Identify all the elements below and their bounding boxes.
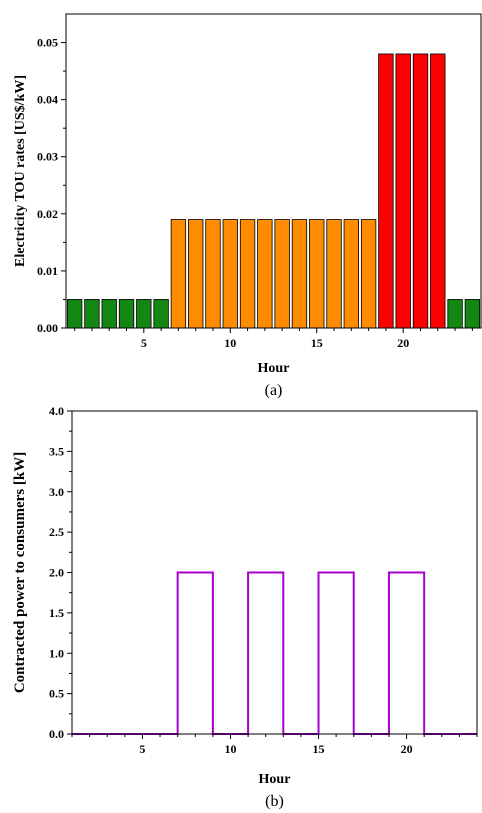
y-tick-label: 0.02 (37, 207, 58, 221)
bar-hour-17 (343, 219, 359, 329)
x-tick-label: 15 (313, 742, 325, 756)
tou-bars (66, 53, 481, 329)
bar-hour-9 (205, 219, 221, 329)
tou-plot-frame (65, 13, 482, 329)
bar-hour-24 (464, 299, 481, 329)
x-tick-label: 5 (141, 336, 147, 350)
tou-y-ticks: 0.00 0.01 0.02 0.03 0.04 0.05 (37, 36, 66, 335)
y-tick-label: 0.00 (37, 321, 58, 335)
x-tick-label: 10 (224, 742, 236, 756)
tou-x-ticks: 5 10 15 20 (74, 328, 473, 350)
x-tick-label: 15 (311, 336, 323, 350)
y-tick-label: 1.5 (49, 606, 64, 620)
y-tick-label: 0.01 (37, 264, 58, 278)
bar-hour-22 (430, 53, 446, 329)
power-x-axis-title: Hour (259, 772, 291, 787)
bar-hour-13 (274, 219, 290, 329)
bar-hour-11 (239, 219, 256, 329)
y-tick-label: 4.0 (49, 404, 64, 418)
bar-hour-16 (326, 219, 342, 329)
chart-contracted-power: 5 10 15 20 0.0 0.5 1.0 1.5 2.0 2.5 3.0 3.5 4.0 Hour… (12, 404, 478, 810)
tou-caption: (a) (265, 382, 283, 399)
y-tick-label: 2.0 (49, 566, 64, 580)
y-tick-label: 3.0 (49, 485, 64, 499)
bar-hour-23 (447, 299, 463, 329)
bar-hour-10 (222, 219, 238, 329)
bar-hour-5 (136, 299, 152, 329)
bar-hour-3 (101, 299, 117, 329)
contracted-power-line (72, 571, 477, 735)
bar-hour-18 (360, 219, 377, 329)
bar-hour-21 (412, 53, 429, 329)
tou-x-axis-title: Hour (258, 361, 290, 376)
y-tick-label: 0.03 (37, 150, 58, 164)
bar-hour-15 (309, 219, 325, 329)
y-tick-label: 1.0 (49, 646, 64, 660)
bar-hour-14 (291, 219, 308, 329)
bar-hour-8 (188, 219, 204, 329)
power-y-axis-title: Contracted power to consumers [kW] (12, 452, 28, 693)
chart-tou-rates: 5 10 15 20 0.00 0.01 0.02 0.03 0.04 0.05 Hour El… (13, 13, 482, 399)
bar-hour-4 (118, 299, 135, 329)
y-tick-label: 0.5 (49, 687, 64, 701)
power-y-ticks: 0.0 0.5 1.0 1.5 2.0 2.5 3.0 3.5 4.0 (49, 404, 72, 741)
bar-hour-7 (170, 219, 187, 329)
bar-hour-6 (153, 299, 169, 329)
y-tick-label: 0.0 (49, 727, 64, 741)
y-tick-label: 0.05 (37, 36, 58, 50)
y-tick-label: 3.5 (49, 444, 64, 458)
y-tick-label: 0.04 (37, 93, 58, 107)
power-x-ticks: 5 10 15 20 (71, 734, 478, 756)
bar-hour-19 (378, 53, 394, 329)
y-tick-label: 2.5 (49, 525, 64, 539)
bar-hour-2 (84, 299, 100, 329)
bar-hour-20 (395, 53, 411, 329)
x-tick-label: 20 (401, 742, 413, 756)
x-tick-label: 10 (224, 336, 236, 350)
power-caption: (b) (265, 793, 284, 810)
x-tick-label: 5 (139, 742, 145, 756)
x-tick-label: 20 (397, 336, 409, 350)
tou-y-axis-title: Electricity TOU rates [US$/kW] (13, 75, 28, 267)
bar-hour-12 (257, 219, 273, 329)
bar-hour-1 (66, 299, 83, 329)
power-plot-frame (71, 410, 478, 735)
